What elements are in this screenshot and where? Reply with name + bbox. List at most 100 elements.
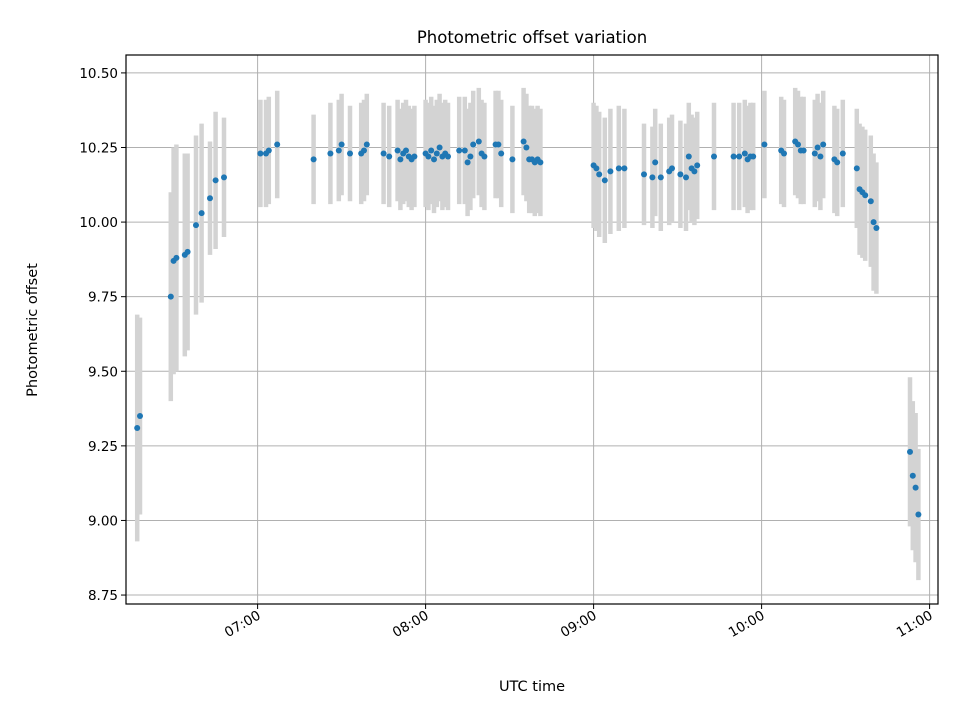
data-point: [607, 168, 614, 175]
data-point: [649, 174, 656, 181]
y-tick-label: 9.50: [88, 364, 118, 380]
data-point: [411, 153, 418, 160]
data-point: [338, 141, 345, 148]
x-tick-label: 11:00: [894, 608, 936, 641]
data-point: [464, 159, 471, 166]
y-tick-label: 10.00: [79, 215, 118, 231]
data-point: [912, 484, 919, 491]
data-point: [481, 153, 488, 160]
data-point: [862, 192, 869, 199]
data-point: [814, 144, 821, 151]
data-point: [907, 448, 913, 455]
data-point: [683, 174, 689, 181]
data-point: [207, 195, 213, 202]
data-point: [433, 150, 440, 157]
data-point: [652, 159, 659, 166]
data-point: [456, 147, 463, 154]
data-point: [873, 225, 880, 232]
data-point: [781, 150, 787, 157]
y-tick-label: 8.75: [88, 588, 118, 604]
data-point: [198, 210, 205, 217]
data-point: [909, 472, 916, 479]
data-point: [615, 165, 622, 172]
data-point: [184, 248, 191, 255]
data-point: [436, 144, 443, 151]
y-tick-label: 9.75: [88, 290, 118, 306]
data-point: [137, 413, 143, 420]
data-point: [741, 150, 748, 157]
data-point: [761, 141, 768, 148]
x-tick-label: 07:00: [222, 608, 264, 641]
data-point: [795, 141, 801, 148]
data-point: [134, 424, 141, 431]
data-point: [431, 156, 437, 163]
data-point: [820, 141, 827, 148]
data-point: [425, 153, 432, 160]
data-point: [495, 141, 502, 148]
y-tick-label: 10.50: [79, 66, 118, 82]
data-point: [361, 147, 367, 154]
data-point: [335, 147, 342, 154]
data-point: [520, 138, 527, 145]
data-point: [265, 147, 272, 154]
data-point: [470, 141, 477, 148]
x-tick-label: 10:00: [726, 608, 768, 641]
data-point: [853, 165, 860, 172]
data-point: [736, 153, 743, 160]
data-point: [601, 177, 608, 184]
y-tick-label: 10.25: [79, 140, 118, 156]
data-point: [817, 153, 824, 160]
data-point: [537, 159, 544, 166]
x-axis-label: UTC time: [499, 679, 565, 695]
data-point: [596, 171, 603, 178]
data-points: [134, 138, 922, 518]
data-point: [523, 144, 530, 151]
data-point: [363, 141, 370, 148]
data-point: [834, 159, 841, 166]
x-tick-label: 09:00: [558, 608, 600, 641]
data-point: [657, 174, 664, 181]
data-point: [397, 156, 404, 163]
data-point: [445, 153, 451, 160]
data-point: [870, 219, 877, 226]
data-point: [212, 177, 219, 184]
data-point: [327, 150, 334, 157]
plot-frame: [125, 54, 939, 605]
y-tick-label: 9.00: [88, 513, 118, 529]
data-point: [347, 150, 353, 157]
data-point: [274, 141, 281, 148]
data-point: [257, 150, 264, 157]
data-point: [310, 156, 317, 163]
data-point: [380, 150, 387, 157]
chart-title: Photometric offset variation: [417, 28, 647, 47]
data-point: [867, 198, 874, 205]
data-point: [498, 150, 505, 157]
data-point: [750, 153, 757, 160]
data-point: [685, 153, 692, 160]
data-point: [694, 162, 701, 169]
data-point: [386, 153, 393, 160]
data-point: [173, 254, 180, 261]
data-point: [193, 222, 199, 229]
data-point: [593, 165, 600, 172]
data-point: [403, 147, 409, 154]
data-point: [677, 171, 684, 178]
data-point: [915, 511, 922, 518]
y-axis-label: Photometric offset: [25, 263, 41, 397]
data-point: [839, 150, 846, 157]
data-point: [800, 147, 807, 154]
data-point: [711, 153, 717, 160]
data-point: [221, 174, 227, 181]
data-point: [811, 150, 818, 157]
data-point: [669, 165, 675, 172]
data-point: [394, 147, 401, 154]
x-tick-label: 08:00: [390, 608, 432, 641]
data-point: [691, 168, 698, 175]
data-point: [167, 293, 174, 300]
data-point: [621, 165, 628, 172]
data-point: [730, 153, 737, 160]
data-point: [467, 153, 474, 160]
data-point: [509, 156, 516, 163]
data-point: [428, 147, 435, 154]
